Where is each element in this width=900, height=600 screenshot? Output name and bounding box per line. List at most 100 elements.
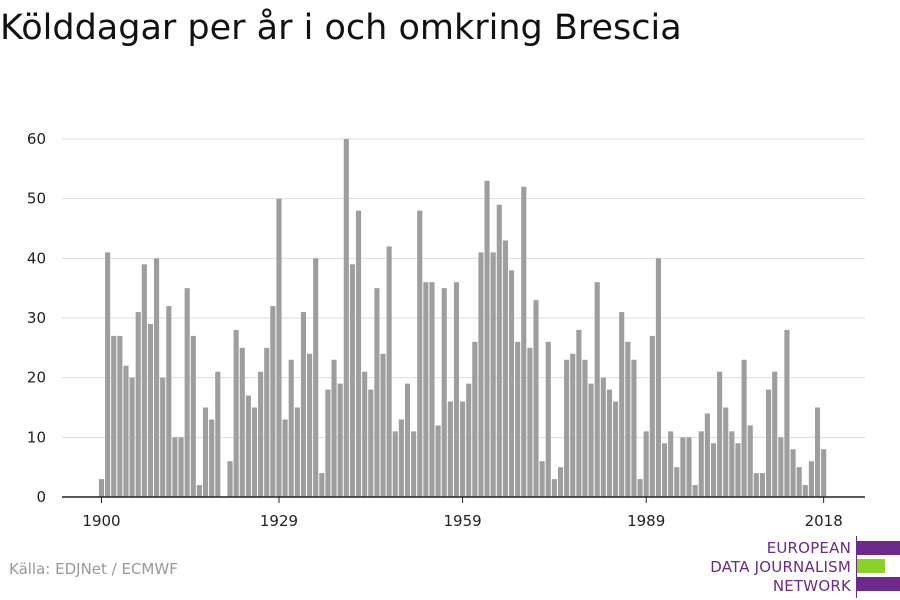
bar <box>447 401 453 497</box>
bar <box>460 401 466 497</box>
bar <box>417 210 423 497</box>
bar <box>343 139 349 497</box>
bar <box>668 431 674 497</box>
bar <box>294 407 300 497</box>
x-tick-label: 1900 <box>82 512 120 530</box>
bar <box>790 449 796 497</box>
bar <box>735 443 741 497</box>
bar <box>496 204 502 497</box>
bar <box>796 467 802 497</box>
bar <box>337 383 343 497</box>
bar <box>423 282 429 497</box>
bar <box>404 383 411 497</box>
bar <box>123 365 129 497</box>
bar <box>778 437 784 497</box>
bar <box>545 341 551 497</box>
bar <box>398 419 404 497</box>
bar <box>98 479 105 497</box>
bar <box>821 449 827 497</box>
bar <box>349 264 355 497</box>
bar <box>747 425 753 497</box>
bar <box>606 389 613 497</box>
bar <box>729 431 735 497</box>
bar <box>105 252 111 497</box>
chart-title: Kölddagar per år i och omkring Brescia <box>0 8 682 48</box>
bar <box>453 282 460 497</box>
bars <box>98 139 827 498</box>
bar <box>184 288 190 497</box>
bar <box>362 371 368 497</box>
bar <box>502 240 508 497</box>
bar <box>698 431 704 497</box>
bar <box>227 461 233 497</box>
bar <box>625 341 631 497</box>
bar <box>576 329 582 497</box>
bar <box>710 443 717 497</box>
bar <box>655 258 661 497</box>
bar <box>717 371 723 497</box>
bar <box>270 306 276 497</box>
bar <box>723 407 729 497</box>
bar <box>251 407 258 497</box>
bar <box>490 252 496 497</box>
bar <box>478 252 484 497</box>
bar <box>613 401 619 497</box>
source-note: Källa: EDJNet / ECMWF <box>9 560 178 578</box>
bar <box>564 359 570 497</box>
bar <box>508 270 515 497</box>
bar <box>680 437 686 497</box>
bar <box>588 383 594 497</box>
bar <box>239 347 245 497</box>
logo-bar-middle <box>857 559 885 573</box>
y-tick-label: 0 <box>36 488 46 506</box>
bar <box>264 347 270 497</box>
bar <box>766 389 772 497</box>
bar <box>160 377 166 497</box>
bar <box>539 461 545 497</box>
y-tick-label: 60 <box>27 130 46 148</box>
logo-divider <box>856 536 857 598</box>
logo-line-1: EUROPEAN <box>766 539 851 557</box>
bar <box>551 479 557 497</box>
bar <box>111 335 117 497</box>
bar <box>245 395 251 497</box>
bar <box>472 341 478 497</box>
bar <box>631 359 637 497</box>
bar <box>570 353 576 497</box>
bar <box>374 288 380 497</box>
bar <box>117 335 123 497</box>
bar <box>129 377 135 497</box>
bar <box>135 312 141 497</box>
bar <box>331 359 337 497</box>
bar <box>147 323 154 497</box>
x-axis-ticks: 1900 1929 1959 1989 2018 <box>82 497 843 530</box>
bar <box>521 186 527 498</box>
bar <box>313 258 319 497</box>
logo-line-3: NETWORK <box>772 577 851 595</box>
bar <box>808 461 814 497</box>
bar <box>557 467 564 497</box>
bar <box>355 210 362 497</box>
bar <box>814 407 821 497</box>
bar <box>772 371 778 497</box>
logo-bar-bottom <box>857 577 900 591</box>
bar <box>594 282 600 497</box>
bar <box>661 443 668 497</box>
y-tick-label: 10 <box>27 428 46 446</box>
bar <box>209 419 215 497</box>
bar <box>686 437 692 497</box>
bar <box>649 335 655 497</box>
y-tick-label: 20 <box>27 369 46 387</box>
x-tick-label: 2018 <box>805 512 843 530</box>
bar <box>300 312 307 497</box>
bar <box>178 437 184 497</box>
x-tick-label: 1959 <box>443 512 481 530</box>
bar <box>190 335 196 497</box>
bar <box>741 359 747 497</box>
x-tick-label: 1929 <box>260 512 298 530</box>
bar <box>368 389 374 497</box>
bar <box>753 473 759 497</box>
bar <box>637 479 643 497</box>
bar <box>619 312 625 497</box>
